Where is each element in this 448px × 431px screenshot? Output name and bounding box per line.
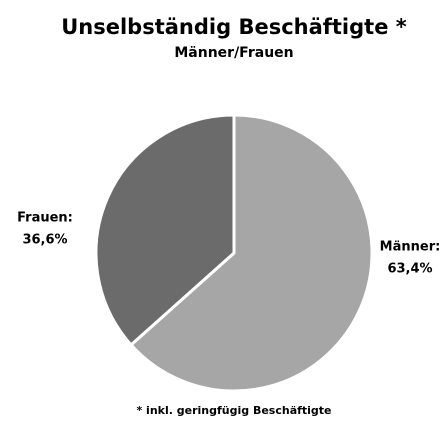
slice-value-label: 36,6% (22, 233, 67, 248)
pie-slice (129, 113, 374, 393)
slice-value-label: 63,4% (387, 262, 432, 277)
chart-title: Unselbständig Beschäftigte * (61, 15, 407, 39)
footnote: * inkl. geringfügig Beschäftigte (136, 404, 331, 417)
slice-label: Frauen: (17, 211, 73, 226)
pie-slice (94, 113, 236, 347)
chart-subtitle: Männer/Frauen (174, 45, 293, 61)
slice-label: Männer: (380, 240, 441, 255)
